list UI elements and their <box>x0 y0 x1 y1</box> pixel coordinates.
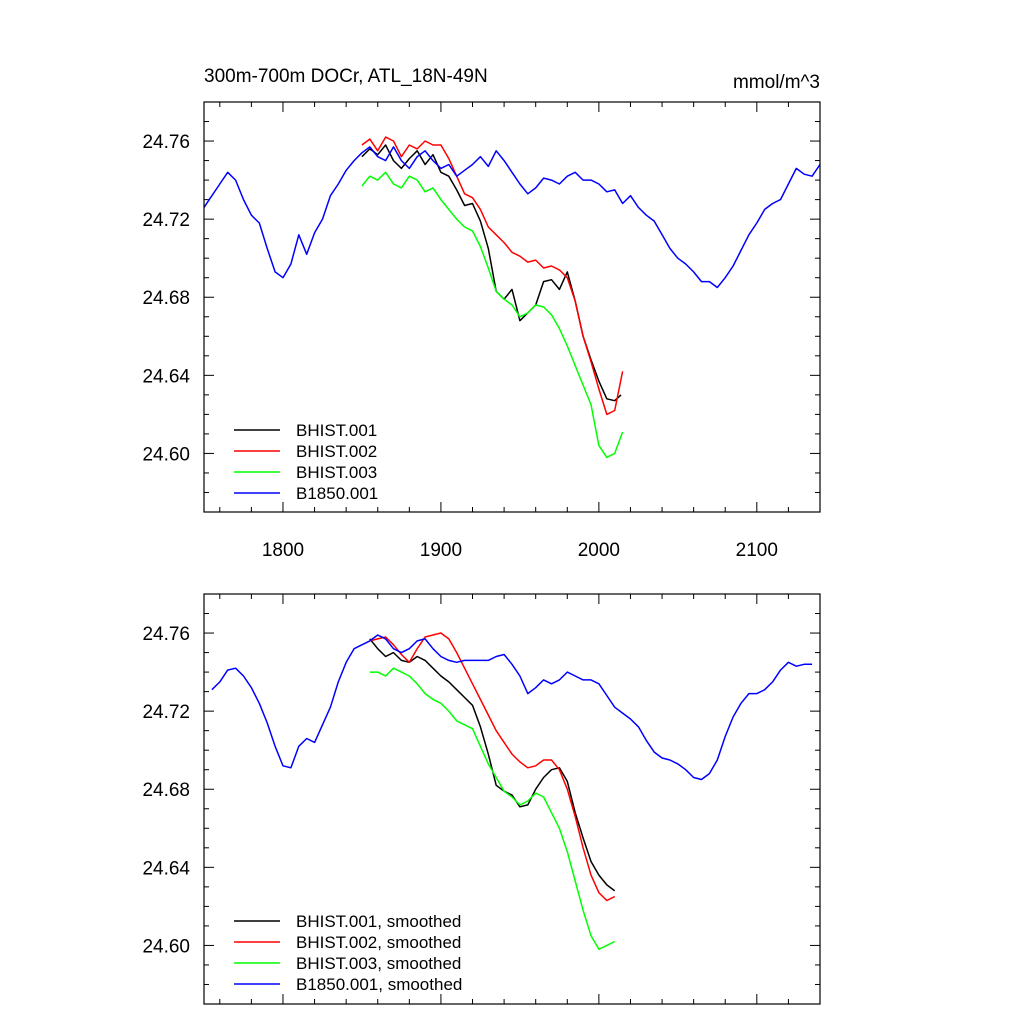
y-tick-label: 24.68 <box>142 780 190 801</box>
legend-label: BHIST.001 <box>296 421 377 440</box>
y-tick-label: 24.60 <box>142 444 190 465</box>
x-tick-label: 2000 <box>578 540 620 561</box>
legend-label: BHIST.002, smoothed <box>296 933 461 952</box>
y-tick-label: 24.64 <box>142 366 190 387</box>
y-tick-label: 24.76 <box>142 624 190 645</box>
y-tick-label: 24.60 <box>142 936 190 957</box>
legend: BHIST.001, smoothed BHIST.002, smoothed BH… <box>234 912 462 994</box>
plot-frame <box>203 101 821 513</box>
legend: BHIST.001 BHIST.002 BHIST.003 B1850.001 <box>234 421 378 503</box>
series-lines <box>203 136 821 459</box>
x-tick-label: 2100 <box>736 540 778 561</box>
axis-ticks: 1800 1900 2000 2100 24.60 24.64 24.68 24.72 24.7… <box>142 101 821 561</box>
y-tick-label: 24.72 <box>142 210 190 231</box>
chart-title: 300m-700m DOCr, ATL_18N-49N <box>204 66 488 87</box>
series-lines <box>211 632 813 951</box>
legend-label: BHIST.003, smoothed <box>296 954 461 973</box>
bottom-panel: 24.60 24.64 24.68 24.72 24.76 BHIST.001, smo… <box>142 593 821 1005</box>
y-tick-label: 24.64 <box>142 858 190 879</box>
x-tick-label: 1800 <box>262 540 304 561</box>
series-line-b1850-001 <box>203 146 821 289</box>
y-tick-label: 24.76 <box>142 132 190 153</box>
series-line-bhist-003 <box>361 171 624 459</box>
plot-frame <box>203 593 821 1005</box>
y-tick-label: 24.68 <box>142 288 190 309</box>
x-tick-label: 1900 <box>420 540 462 561</box>
series-line-bhist-002 <box>361 136 624 416</box>
legend-label: BHIST.001, smoothed <box>296 912 461 931</box>
legend-label: BHIST.003 <box>296 463 377 482</box>
series-line-b1850-001-smoothed <box>211 634 813 781</box>
top-panel: 300m-700m DOCr, ATL_18N-49N mmol/m^3 180… <box>142 66 821 561</box>
axis-ticks: 24.60 24.64 24.68 24.72 24.76 <box>142 593 821 1005</box>
units-label: mmol/m^3 <box>733 72 820 93</box>
legend-label: B1850.001 <box>296 484 378 503</box>
legend-label: B1850.001, smoothed <box>296 975 462 994</box>
series-line-bhist-001 <box>361 144 622 402</box>
legend-label: BHIST.002 <box>296 442 377 461</box>
series-line-bhist-002-smoothed <box>369 632 616 902</box>
series-line-bhist-003-smoothed <box>369 667 616 951</box>
y-tick-label: 24.72 <box>142 702 190 723</box>
